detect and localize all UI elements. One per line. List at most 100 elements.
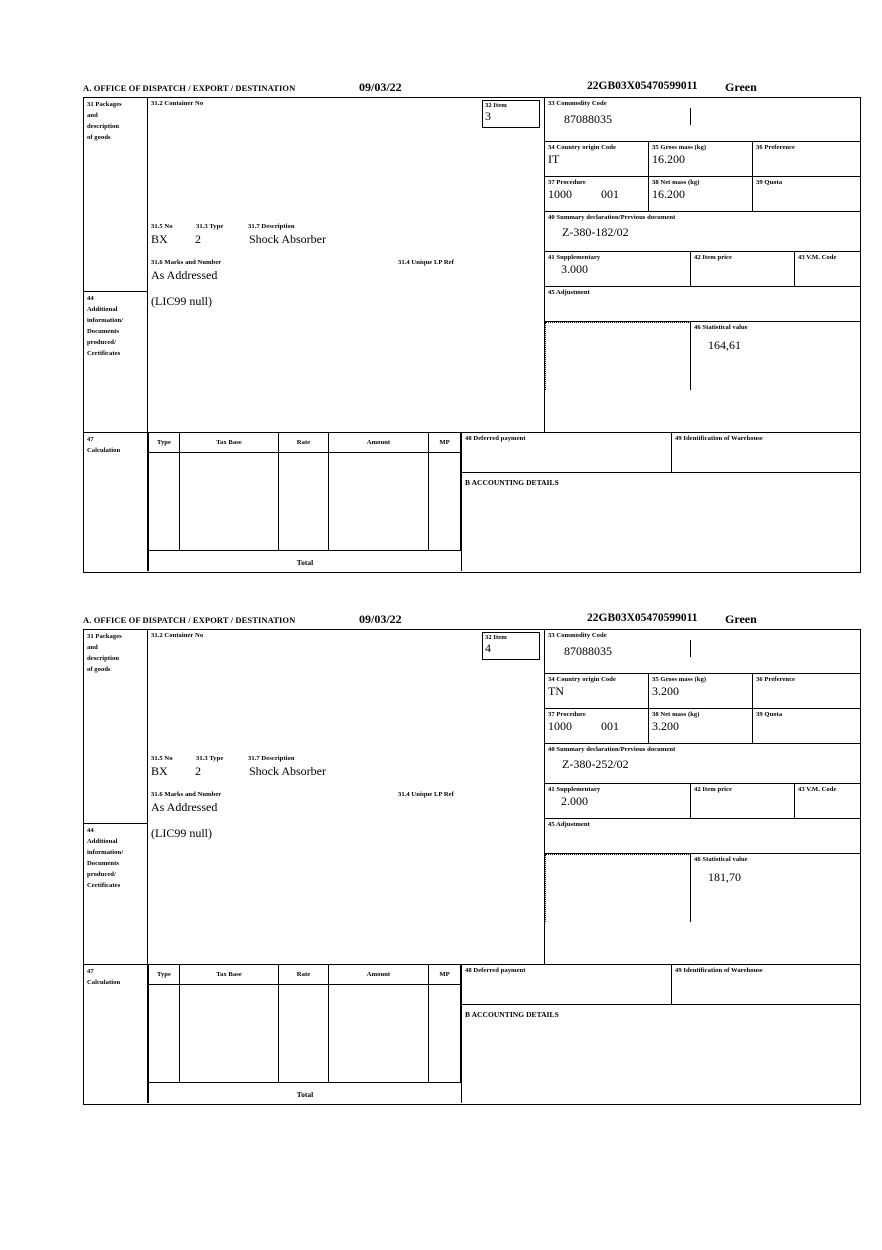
box-35-gross-mass[interactable]: 35 Gross mass (kg) 3.200	[649, 674, 753, 709]
box-44-label-line: produced/	[87, 339, 116, 346]
calculation-block: 47 Calculation Type Tax Base Rate Amount…	[83, 433, 861, 573]
box-40-summary-declaration[interactable]: 40 Summary declaration/Previous document…	[545, 744, 861, 784]
box-31-3-label: 31.3 Type	[196, 755, 224, 762]
box-47-cell-type[interactable]	[148, 985, 180, 1083]
box-32-item[interactable]: 32 Item 4	[482, 632, 540, 660]
box-44-value-area[interactable]: (LIC99 null)	[148, 824, 544, 964]
box-48-label: 48 Deferred payment	[465, 435, 526, 442]
box-46-label: 46 Statistical value	[694, 324, 748, 331]
box-34-label: 34 Country origin Code	[548, 144, 616, 151]
box-47-label-line: Calculation	[87, 979, 121, 986]
box-38-value: 3.200	[652, 719, 679, 733]
box-33-commodity-code[interactable]: 33 Commodity Code 87088035	[545, 98, 861, 142]
box-47-cell-amount[interactable]	[329, 985, 429, 1083]
box-34-value: TN	[548, 684, 564, 698]
box-32-label: 32 Item	[485, 102, 507, 109]
box-31-2-container-no[interactable]: 31.2 Container No	[148, 98, 544, 222]
box-42-item-price[interactable]: 42 Item price	[691, 252, 795, 287]
box-48-deferred-payment[interactable]: 48 Deferred payment	[461, 965, 672, 1005]
section-b-accounting-details[interactable]: B ACCOUNTING DETAILS	[461, 473, 860, 571]
box-39-quota[interactable]: 39 Quota	[753, 709, 861, 744]
box-31-2-label: 31.2 Container No	[151, 632, 204, 639]
box-35-gross-mass[interactable]: 35 Gross mass (kg) 16.200	[649, 142, 753, 177]
box-31-5-label: 31.5 No	[151, 755, 173, 762]
box-37-value: 1000	[548, 719, 572, 733]
box-46-statistical-value[interactable]: 46 Statistical value 164,61	[691, 322, 861, 390]
box-41-supplementary[interactable]: 41 Supplementary 3.000	[545, 252, 691, 287]
box-45-adjustment[interactable]: 45 Adjustment	[545, 819, 861, 854]
box-33-commodity-code[interactable]: 33 Commodity Code 87088035	[545, 630, 861, 674]
box-37-procedure[interactable]: 37 Procedure 1000 001	[545, 709, 649, 744]
box-31-2-container-no[interactable]: 31.2 Container No	[148, 630, 544, 754]
box-33-label: 33 Commodity Code	[548, 100, 607, 107]
box-47-cell-rate[interactable]	[279, 453, 329, 551]
box-32-item[interactable]: 32 Item 3	[482, 100, 540, 128]
boxes-33-46-column: 33 Commodity Code 87088035 34 Country or…	[544, 98, 861, 432]
box-44-value: (LIC99 null)	[151, 826, 212, 840]
box-45-continuation-dotted	[545, 854, 691, 922]
box-47-cell-rate[interactable]	[279, 985, 329, 1083]
box-31-7-label: 31.7 Description	[248, 755, 295, 762]
box-47-cell-mp[interactable]	[429, 985, 461, 1083]
box-34-country-origin[interactable]: 34 Country origin Code IT	[545, 142, 649, 177]
box-49-identification-of-warehouse[interactable]: 49 Identification of Warehouse	[672, 433, 860, 473]
box-47-col-header-rate: Rate	[279, 965, 329, 985]
box-31-label-line: and	[87, 644, 98, 651]
boxes-33-46-column: 33 Commodity Code 87088035 34 Country or…	[544, 630, 861, 964]
box-31-3-value: 2	[195, 764, 201, 778]
box-44-label-line: Certificates	[87, 882, 121, 889]
box-49-label: 49 Identification of Warehouse	[675, 435, 763, 442]
box-40-label: 40 Summary declaration/Previous document	[548, 214, 676, 221]
box-47-cell-tax-base[interactable]	[180, 985, 279, 1083]
box-36-preference[interactable]: 36 Preference	[753, 674, 861, 709]
box-41-supplementary[interactable]: 41 Supplementary 2.000	[545, 784, 691, 819]
box-31-4-label: 31.4 Unique LP Ref	[398, 259, 454, 266]
box-47-col-tax-base: Tax Base	[216, 439, 242, 446]
box-47-label: 47 Calculation	[84, 965, 148, 1103]
box-47-col-mp: MP	[439, 439, 450, 446]
box-31-7-value: Shock Absorber	[249, 232, 326, 246]
box-37-value2: 001	[601, 719, 619, 733]
box-43-vm-code[interactable]: 43 V.M. Code	[795, 784, 861, 819]
box-33-value: 87088035	[564, 644, 612, 658]
box-31-label-line: 31 Packages	[87, 633, 122, 640]
box-31-package-row[interactable]: 31.5 No 31.3 Type 31.7 Description BX 2 …	[148, 222, 544, 258]
box-31-marks-row[interactable]: 31.6 Marks and Number 31.4 Unique LP Ref…	[148, 790, 544, 824]
declaration-date: 09/03/22	[359, 80, 402, 94]
box-45-adjustment[interactable]: 45 Adjustment	[545, 287, 861, 322]
box-31-6-value: As Addressed	[151, 800, 218, 814]
box-44-label: 44 Additional information/ Documents pro…	[84, 292, 148, 432]
box-31-7-label: 31.7 Description	[248, 223, 295, 230]
box-47-cell-type[interactable]	[148, 453, 180, 551]
box-42-item-price[interactable]: 42 Item price	[691, 784, 795, 819]
box-31-label-line: 31 Packages	[87, 101, 122, 108]
box-31-label-line: of goods	[87, 134, 111, 141]
box-46-statistical-value[interactable]: 46 Statistical value 181,70	[691, 854, 861, 922]
box-40-summary-declaration[interactable]: 40 Summary declaration/Previous document…	[545, 212, 861, 252]
box-38-net-mass[interactable]: 38 Net mass (kg) 3.200	[649, 709, 753, 744]
box-38-net-mass[interactable]: 38 Net mass (kg) 16.200	[649, 177, 753, 212]
box-49-identification-of-warehouse[interactable]: 49 Identification of Warehouse	[672, 965, 860, 1005]
box-31-7-value: Shock Absorber	[249, 764, 326, 778]
box-47-col-tax-base: Tax Base	[216, 971, 242, 978]
box-31-5-label: 31.5 No	[151, 223, 173, 230]
section-b-accounting-details[interactable]: B ACCOUNTING DETAILS	[461, 1005, 860, 1103]
box-47-cell-tax-base[interactable]	[180, 453, 279, 551]
box-34-country-origin[interactable]: 34 Country origin Code TN	[545, 674, 649, 709]
box-43-vm-code[interactable]: 43 V.M. Code	[795, 252, 861, 287]
box-31-marks-row[interactable]: 31.6 Marks and Number 31.4 Unique LP Ref…	[148, 258, 544, 292]
box-47-cell-amount[interactable]	[329, 453, 429, 551]
box-39-quota[interactable]: 39 Quota	[753, 177, 861, 212]
box-44-label-line: information/	[87, 849, 124, 856]
box-41-label: 41 Supplementary	[548, 254, 601, 261]
box-47-col-header-mp: MP	[429, 433, 461, 453]
box-36-preference[interactable]: 36 Preference	[753, 142, 861, 177]
box-31-package-row[interactable]: 31.5 No 31.3 Type 31.7 Description BX 2 …	[148, 754, 544, 790]
box-48-deferred-payment[interactable]: 48 Deferred payment	[461, 433, 672, 473]
box-47-cell-mp[interactable]	[429, 453, 461, 551]
box-37-procedure[interactable]: 37 Procedure 1000 001	[545, 177, 649, 212]
box-33-label: 33 Commodity Code	[548, 632, 607, 639]
box-44-value-area[interactable]: (LIC99 null)	[148, 292, 544, 432]
box-44-value: (LIC99 null)	[151, 294, 212, 308]
mrn-value: 22GB03X05470599011	[587, 80, 698, 92]
